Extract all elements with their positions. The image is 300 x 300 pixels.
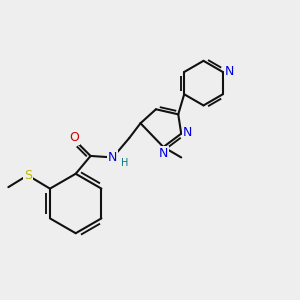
Text: N: N	[183, 126, 192, 139]
Text: N: N	[108, 151, 118, 164]
Text: O: O	[69, 131, 79, 144]
Text: N: N	[225, 65, 234, 79]
Text: H: H	[121, 158, 128, 168]
Text: N: N	[159, 147, 168, 160]
Text: S: S	[24, 169, 32, 182]
